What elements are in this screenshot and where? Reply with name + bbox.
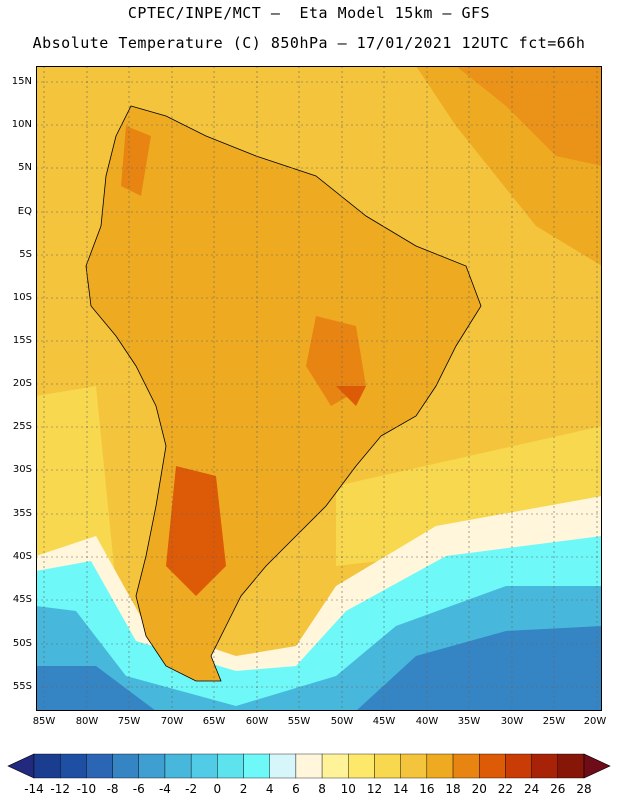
color-scale-cell [531,753,559,779]
color-scale-label: -10 [76,782,97,796]
lat-label: 10N [11,119,32,130]
lat-label: 10S [12,292,32,303]
lat-label: 45S [12,594,32,605]
color-scale-label: 4 [265,782,274,796]
color-scale-cell [243,753,270,779]
color-scale-cell [295,753,323,779]
color-scale-cell [557,753,585,779]
color-scale-cell [164,753,192,779]
lon-label: 80W [75,716,99,727]
lat-label: 30S [12,464,32,475]
lat-label: EQ [17,206,32,217]
color-scale-label: -8 [106,782,119,796]
lon-label: 40W [415,716,439,727]
lat-label: 15N [11,76,32,87]
lon-label: 55W [287,716,311,727]
lat-label: 5S [19,249,32,260]
temperature-map [36,66,602,711]
lat-label: 40S [12,551,32,562]
color-scale-label: 8 [318,782,326,796]
color-scale-cell [321,753,349,779]
lon-label: 20W [583,716,607,727]
color-scale-low-arrow [7,753,35,779]
graticule [36,66,602,711]
color-scale-cell [112,753,139,779]
lat-label: 5N [18,162,32,173]
map-subtitle: Absolute Temperature (C) 850hPa – 17/01/… [32,34,586,52]
color-scale-bar [7,753,611,779]
color-scale-label: -12 [50,782,70,796]
color-scale-cell [348,753,375,779]
lon-label: 25W [542,716,566,727]
hot-region-north-atlantic [456,66,602,166]
lon-label: 35W [457,716,481,727]
color-scale-cell [33,753,61,779]
color-scale-high-arrow [583,753,611,779]
lat-label: 35S [12,508,32,519]
lat-label: 55S [12,681,32,692]
map-title: CPTEC/INPE/MCT – Eta Model 15km – GFS [127,4,491,22]
color-scale-label: 24 [523,782,540,796]
color-scale-cell [86,753,113,779]
cold-band-3-east [356,626,602,711]
color-scale-cell [59,753,87,779]
color-scale-label: 16 [419,782,435,796]
hot-spot-se-brazil [336,386,366,406]
color-scale-cell [452,753,480,779]
map-frame [36,66,602,711]
color-scale-label: 28 [576,782,592,796]
color-scale-cell [479,753,506,779]
color-scale-label: 0 [213,782,222,796]
color-scale-label: -2 [185,782,198,796]
color-scale-label: -14 [24,782,44,796]
lon-label: 65W [202,716,226,727]
color-scale-label: 10 [340,782,356,796]
color-scale-label: 22 [497,782,514,796]
lon-label: 70W [160,716,184,727]
hot-spot-patagonia [166,466,226,596]
color-scale-cell [138,753,166,779]
hot-spot-brazil-central [306,316,366,406]
lon-label: 75W [117,716,141,727]
color-scale-cell [217,753,244,779]
color-scale-label: 2 [239,782,248,796]
color-scale-cell [400,753,428,779]
color-scale-label: 14 [393,782,409,796]
lon-label: 60W [245,716,269,727]
lat-label: 15S [12,335,32,346]
color-scale-label: -6 [132,782,145,796]
color-scale-cell [374,753,401,779]
cold-band-3-west [36,666,156,711]
color-scale-cell [269,753,297,779]
color-scale-label: 12 [366,782,383,796]
lon-label: 30W [500,716,524,727]
lon-label: 85W [32,716,56,727]
lat-label: 50S [12,638,32,649]
color-scale-label: 20 [471,782,487,796]
lat-label: 20S [12,378,32,389]
color-scale-label: 6 [292,782,300,796]
lon-label: 45W [372,716,396,727]
color-scale-label: 18 [445,782,461,796]
lat-label: 25S [12,421,32,432]
color-scale-cell [190,753,218,779]
hot-spot-andes-north [121,126,151,196]
color-scale-cell [505,753,532,779]
color-scale-label: -4 [158,782,171,796]
lon-label: 50W [330,716,354,727]
color-scale-cell [426,753,454,779]
color-scale-label: 26 [550,782,566,796]
